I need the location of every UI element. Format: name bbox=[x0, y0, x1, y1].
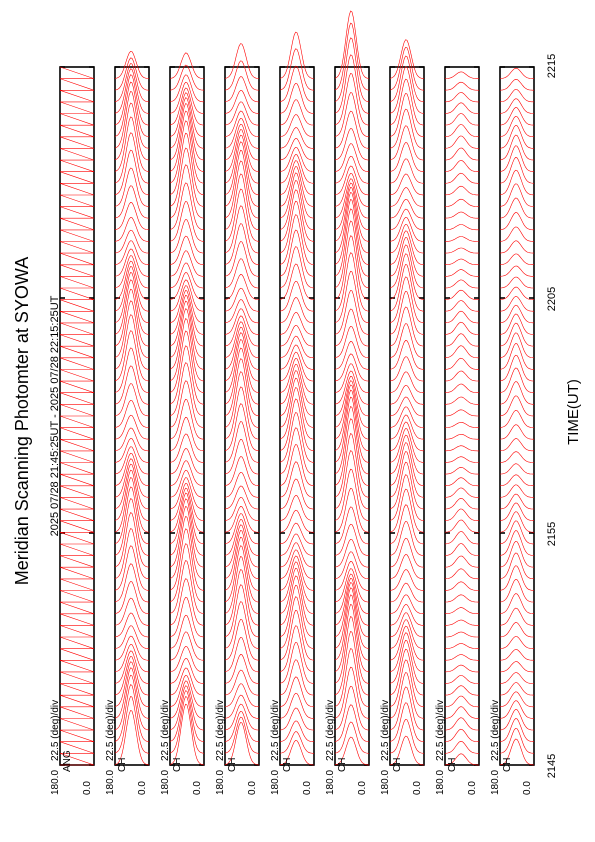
scan-traces bbox=[169, 52, 205, 766]
channel-label: CH bbox=[117, 758, 128, 772]
angle-tick-label: 180.0 bbox=[50, 770, 61, 795]
scale-label: 22.5 (deg)/div bbox=[270, 700, 281, 761]
x-tick-label: 2205 bbox=[546, 287, 558, 311]
panel-4 bbox=[224, 43, 260, 766]
scan-traces bbox=[499, 67, 535, 766]
channel-label: CH bbox=[282, 758, 293, 772]
angle-tick-label: 0.0 bbox=[192, 781, 203, 795]
channel-label: CH bbox=[447, 758, 458, 772]
x-axis-label: TIME(UT) bbox=[565, 379, 582, 445]
channel-label: CH bbox=[172, 758, 183, 772]
panel-1 bbox=[59, 66, 95, 766]
scan-traces bbox=[59, 66, 95, 766]
panel-frame bbox=[114, 66, 150, 766]
scan-traces bbox=[279, 31, 315, 766]
scale-label: 22.5 (deg)/div bbox=[50, 700, 61, 761]
channel-label: CH bbox=[392, 758, 403, 772]
panel-frame bbox=[499, 66, 535, 766]
angle-tick-label: 0.0 bbox=[467, 781, 478, 795]
scale-label: 22.5 (deg)/div bbox=[380, 700, 391, 761]
chart-title: Meridian Scanning Photomter at SYOWA bbox=[12, 257, 32, 585]
panel-3 bbox=[169, 52, 205, 766]
panel-9 bbox=[499, 66, 535, 766]
angle-tick-label: 0.0 bbox=[82, 781, 93, 795]
scale-label: 22.5 (deg)/div bbox=[215, 700, 226, 761]
x-tick-label: 2145 bbox=[546, 754, 558, 778]
angle-tick-label: 180.0 bbox=[215, 770, 226, 795]
channel-label: CH bbox=[337, 758, 348, 772]
angle-tick-label: 180.0 bbox=[325, 770, 336, 795]
scan-traces bbox=[114, 50, 150, 766]
panel-7 bbox=[389, 39, 425, 766]
scan-traces bbox=[334, 10, 370, 766]
angle-tick-label: 0.0 bbox=[302, 781, 313, 795]
scale-label: 22.5 (deg)/div bbox=[490, 700, 501, 761]
scale-label: 22.5 (deg)/div bbox=[105, 700, 116, 761]
angle-tick-label: 180.0 bbox=[105, 770, 116, 795]
panel-frame bbox=[334, 66, 370, 766]
x-tick-label: 2215 bbox=[546, 54, 558, 78]
panel-6 bbox=[334, 10, 370, 766]
angle-tick-label: 0.0 bbox=[522, 781, 533, 795]
scan-traces bbox=[389, 39, 425, 766]
panel-frame bbox=[224, 66, 260, 766]
angle-tick-label: 0.0 bbox=[412, 781, 423, 795]
angle-tick-label: 0.0 bbox=[247, 781, 258, 795]
angle-tick-label: 180.0 bbox=[490, 770, 501, 795]
angle-tick-label: 180.0 bbox=[160, 770, 171, 795]
channel-label: ANG bbox=[62, 750, 73, 772]
angle-tick-label: 180.0 bbox=[270, 770, 281, 795]
panel-2 bbox=[114, 50, 150, 766]
scan-traces bbox=[224, 43, 260, 766]
angle-tick-label: 180.0 bbox=[380, 770, 391, 795]
time-range-label: 2025 07/28 21:45:25UT - 2025 07/28 22:15… bbox=[49, 295, 61, 536]
channel-label: CH bbox=[502, 758, 513, 772]
x-tick-label: 2155 bbox=[546, 522, 558, 546]
angle-tick-label: 180.0 bbox=[435, 770, 446, 795]
scale-label: 22.5 (deg)/div bbox=[435, 700, 446, 761]
angle-tick-label: 0.0 bbox=[137, 781, 148, 795]
panel-5 bbox=[279, 31, 315, 766]
panel-8 bbox=[444, 66, 480, 766]
scan-traces bbox=[444, 71, 480, 766]
scale-label: 22.5 (deg)/div bbox=[325, 700, 336, 761]
angle-tick-label: 0.0 bbox=[357, 781, 368, 795]
panel-frame bbox=[169, 66, 205, 766]
channel-label: CH bbox=[227, 758, 238, 772]
scale-label: 22.5 (deg)/div bbox=[160, 700, 171, 761]
